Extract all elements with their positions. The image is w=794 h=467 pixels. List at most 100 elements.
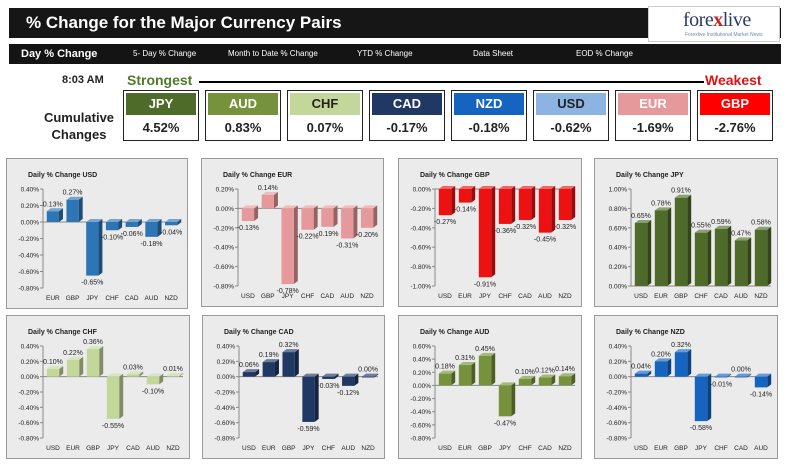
data-label: 0.13%: [43, 201, 63, 208]
chart-daily-change-aud[interactable]: Daily % Change AUD 0.60% 0.40% 0.20% 0.00% -0…: [398, 315, 582, 459]
chart-daily-change-eur[interactable]: Daily % Change EUR 0.20% 0.00% -0.20% -0.40%…: [201, 158, 384, 307]
tab-ytd-change[interactable]: YTD % Change: [357, 49, 413, 58]
x-tick-label: AUD: [341, 445, 355, 452]
data-label: -0.91%: [474, 281, 496, 288]
y-tick-label: 0.20%: [21, 359, 40, 366]
y-tick-label: -0.60%: [410, 245, 431, 252]
bar-gbp: [66, 196, 83, 222]
data-label: 0.12%: [535, 368, 555, 375]
data-label: 0.00%: [358, 367, 378, 374]
data-label: -0.59%: [297, 426, 319, 433]
tab-month-to-date-change[interactable]: Month to Date % Change: [228, 49, 318, 58]
tab-eod-change[interactable]: EOD % Change: [576, 49, 633, 58]
bar-aud: [146, 373, 164, 385]
data-label: 0.00%: [731, 367, 751, 374]
chart-daily-change-usd[interactable]: Daily % Change USD 0.40% 0.20% 0.00% -0.20% -…: [6, 158, 188, 309]
forexlive-logo[interactable]: forexlive Forexlive Institutional Market…: [648, 6, 780, 42]
chart-daily-change-chf[interactable]: Daily % Change CHF 0.40% 0.20% 0.00% -0.20% -…: [6, 315, 190, 459]
bar-gbp: [282, 349, 299, 377]
data-label: -0.45%: [534, 237, 556, 244]
bar-usd: [438, 186, 456, 216]
chart-svg: Daily % Change CHF 0.40% 0.20% 0.00% -0.20% -…: [18, 329, 184, 452]
data-label: -0.12%: [337, 390, 359, 397]
y-tick-label: -0.20%: [410, 396, 431, 403]
y-tick-label: 0.40%: [21, 187, 40, 194]
chart-svg: Daily % Change CAD 0.40% 0.20% 0.00% -0.20% -…: [214, 329, 379, 452]
bar-eur: [262, 359, 279, 377]
logo-wordmark: forexlive: [683, 9, 751, 31]
data-label: 0.32%: [279, 342, 299, 349]
x-tick-label: EUR: [262, 445, 276, 452]
y-tick-label: 0.00%: [609, 374, 628, 381]
x-tick-label: GBP: [66, 295, 80, 302]
data-label: 0.27%: [63, 190, 83, 197]
currency-name: NZD: [454, 93, 524, 115]
y-tick-label: 0.40%: [609, 245, 628, 252]
y-tick-label: -0.60%: [214, 420, 235, 427]
chart-daily-change-jpy[interactable]: Daily % Change JPY 1.00% 0.80% 0.60% 0.40% 0.…: [594, 158, 778, 307]
x-tick-label: USD: [241, 293, 255, 300]
data-label: 0.20%: [651, 351, 671, 358]
data-label: 0.06%: [239, 362, 259, 369]
bar-usd: [634, 219, 652, 286]
data-label: 0.22%: [63, 350, 83, 357]
currency-name: CAD: [372, 93, 442, 115]
data-label: -0.01%: [710, 381, 732, 388]
currency-name: AUD: [208, 93, 278, 115]
currency-value: -0.17%: [386, 120, 428, 135]
tab-5-day-change[interactable]: 5- Day % Change: [133, 49, 197, 58]
tab-day-change[interactable]: Day % Change: [21, 48, 98, 60]
chart-daily-change-nzd[interactable]: Daily % Change NZD 0.40% 0.20% 0.00% -0.20% -…: [594, 315, 778, 459]
y-tick-label: 0.40%: [21, 344, 40, 351]
bar-gbp: [674, 349, 692, 377]
logo-tagline: Forexlive Institutional Market News: [685, 32, 763, 38]
x-tick-label: NZD: [164, 295, 178, 302]
tab-data-sheet[interactable]: Data Sheet: [473, 49, 514, 58]
bar-chf: [498, 186, 516, 224]
bar-aud: [734, 237, 752, 286]
data-label: -0.22%: [296, 234, 318, 241]
y-tick-label: -0.80%: [410, 264, 431, 271]
strength-scale-line: [199, 81, 704, 83]
x-tick-label: GBP: [261, 293, 275, 300]
bar-cad: [518, 186, 536, 221]
bar-nzd: [166, 372, 184, 377]
y-tick-label: 0.00%: [413, 383, 432, 390]
y-tick-label: -0.60%: [410, 422, 431, 429]
x-tick-label: AUD: [734, 293, 748, 300]
bar-jpy: [281, 205, 298, 285]
data-label: -0.32%: [514, 224, 536, 231]
x-tick-label: CHF: [301, 293, 314, 300]
bar-usd: [241, 205, 259, 222]
data-label: -0.04%: [160, 229, 182, 236]
x-tick-label: JPY: [303, 445, 316, 452]
bar-gbp: [478, 352, 496, 386]
chart-daily-change-gbp[interactable]: Daily % Change GBP 0.00% -0.20% -0.40% -0.60…: [398, 158, 582, 307]
x-tick-label: AUD: [754, 445, 768, 452]
y-tick-label: -0.80%: [18, 286, 39, 293]
y-tick-label: 0.20%: [413, 370, 432, 377]
bar-eur: [66, 356, 84, 377]
data-label: -0.14%: [750, 391, 772, 398]
x-tick-label: USD: [634, 293, 648, 300]
x-tick-label: GBP: [282, 445, 296, 452]
chart-daily-change-cad[interactable]: Daily % Change CAD 0.40% 0.20% 0.00% -0.20% -…: [202, 315, 385, 459]
data-label: 0.14%: [555, 366, 575, 373]
x-tick-label: USD: [438, 293, 452, 300]
bar-nzd: [360, 205, 378, 228]
y-tick-label: -0.60%: [606, 420, 627, 427]
currency-value: 0.83%: [224, 120, 262, 135]
x-tick-label: EUR: [458, 445, 472, 452]
chart-svg: Daily % Change AUD 0.60% 0.40% 0.20% 0.00% -0…: [410, 329, 576, 452]
data-label: 0.58%: [751, 220, 771, 227]
x-tick-label: CHF: [498, 293, 511, 300]
y-tick-label: -0.20%: [214, 390, 235, 397]
x-tick-label: USD: [634, 445, 648, 452]
y-tick-label: -0.20%: [18, 390, 39, 397]
x-tick-label: CHF: [694, 293, 707, 300]
y-tick-label: 0.00%: [216, 206, 235, 213]
y-tick-label: -0.60%: [18, 420, 39, 427]
x-tick-label: CAD: [714, 293, 728, 300]
data-label: 0.91%: [671, 188, 691, 195]
x-tick-label: GBP: [674, 293, 688, 300]
